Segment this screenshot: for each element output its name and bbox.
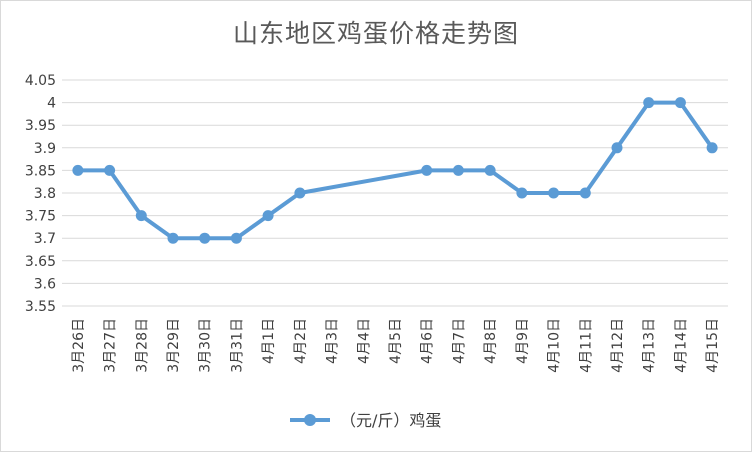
data-point bbox=[516, 187, 528, 199]
data-point bbox=[262, 210, 274, 222]
legend: （元/斤）鸡蛋 bbox=[290, 411, 441, 430]
x-tick-label: 3月28日 bbox=[134, 318, 150, 373]
data-point bbox=[72, 164, 84, 176]
y-tick-label: 3.65 bbox=[25, 254, 56, 270]
data-point bbox=[230, 232, 242, 244]
y-tick-label: 3.75 bbox=[25, 209, 56, 225]
x-tick-label: 3月31日 bbox=[229, 318, 245, 373]
legend-entry-egg: （元/斤）鸡蛋 bbox=[340, 411, 441, 430]
series-egg-price bbox=[72, 97, 718, 244]
x-tick-label: 4月10日 bbox=[547, 318, 563, 373]
y-tick-label: 4 bbox=[47, 96, 56, 112]
x-axis-tick-labels: 3月26日 3月27日 3月28日 3月29日 3月30日 3月31日 4月1日 4月2日 4月… bbox=[71, 318, 721, 373]
data-point bbox=[674, 97, 686, 109]
x-tick-label: 4月12日 bbox=[610, 318, 626, 373]
data-point bbox=[294, 187, 306, 199]
data-point bbox=[167, 232, 179, 244]
chart-title: 山东地区鸡蛋价格走势图 bbox=[232, 19, 519, 48]
gridlines bbox=[62, 79, 728, 307]
y-tick-label: 3.85 bbox=[25, 163, 56, 179]
y-tick-label: 3.55 bbox=[25, 299, 56, 315]
x-tick-label: 4月6日 bbox=[420, 318, 436, 364]
data-point bbox=[706, 142, 718, 154]
x-tick-label: 3月26日 bbox=[71, 318, 87, 373]
x-tick-label: 4月14日 bbox=[673, 318, 689, 373]
data-point bbox=[548, 187, 560, 199]
data-point bbox=[611, 142, 623, 154]
data-point bbox=[643, 97, 655, 109]
series-line bbox=[77, 100, 714, 241]
data-point bbox=[452, 164, 464, 176]
y-tick-label: 4.05 bbox=[25, 73, 56, 89]
data-point bbox=[579, 187, 591, 199]
x-tick-label: 4月3日 bbox=[325, 318, 341, 364]
legend-marker-swatch bbox=[304, 414, 316, 426]
x-tick-label: 4月8日 bbox=[483, 318, 499, 364]
x-tick-label: 4月11日 bbox=[578, 318, 594, 373]
x-tick-label: 3月27日 bbox=[103, 318, 119, 373]
x-tick-label: 4月2日 bbox=[293, 318, 309, 364]
x-tick-label: 3月29日 bbox=[166, 318, 182, 373]
x-tick-label: 4月9日 bbox=[515, 318, 531, 364]
x-tick-label: 4月5日 bbox=[388, 318, 404, 364]
y-tick-label: 3.7 bbox=[34, 231, 56, 247]
data-point bbox=[421, 164, 433, 176]
y-axis-tick-labels: 3.55 3.6 3.65 3.7 3.75 3.8 3.85 3.9 3.95 4 4.05 bbox=[25, 73, 56, 315]
y-tick-label: 3.9 bbox=[34, 141, 56, 157]
y-tick-label: 3.95 bbox=[25, 118, 56, 134]
data-point bbox=[199, 232, 211, 244]
x-tick-label: 4月4日 bbox=[356, 318, 372, 364]
data-point bbox=[104, 164, 116, 176]
x-tick-label: 4月7日 bbox=[451, 318, 467, 364]
y-tick-label: 3.8 bbox=[34, 186, 56, 202]
y-tick-label: 3.6 bbox=[34, 276, 56, 292]
x-tick-label: 3月30日 bbox=[198, 318, 214, 373]
x-tick-label: 4月15日 bbox=[705, 318, 721, 373]
x-tick-label: 4月1日 bbox=[261, 318, 277, 364]
data-point bbox=[484, 164, 496, 176]
x-tick-label: 4月13日 bbox=[642, 318, 658, 373]
data-point bbox=[135, 210, 147, 222]
